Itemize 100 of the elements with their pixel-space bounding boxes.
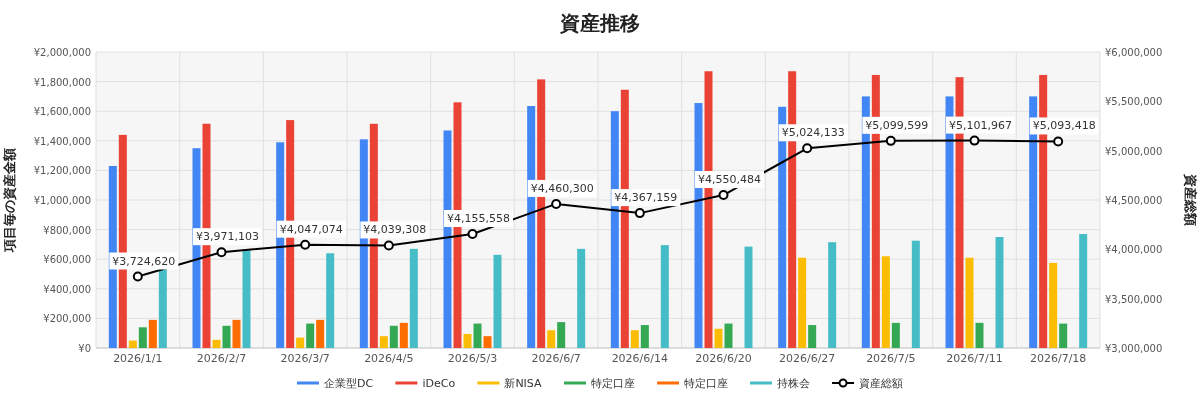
bar [1049, 262, 1058, 348]
bar [724, 323, 733, 348]
y-tick-label: ¥400,000 [43, 283, 91, 295]
data-label: ¥4,367,159 [614, 191, 678, 205]
bar [409, 248, 418, 348]
bar [1059, 323, 1068, 348]
data-label: ¥5,101,967 [949, 118, 1012, 132]
y2-tick-label: ¥3,500,000 [1105, 293, 1163, 305]
data-label: ¥4,039,308 [363, 223, 427, 237]
bar [828, 242, 837, 348]
bar [577, 248, 586, 348]
bar [379, 336, 388, 348]
y-tick-label: ¥600,000 [43, 254, 91, 266]
data-label: ¥3,971,103 [196, 230, 259, 244]
point [802, 143, 813, 154]
bar [808, 325, 817, 348]
bar [640, 325, 649, 348]
bar [326, 253, 335, 348]
legend-label: 特定口座 [591, 377, 636, 390]
point [216, 247, 227, 258]
data-label: ¥3,724,620 [112, 254, 176, 268]
x-tick-label: 2026/6/14 [611, 352, 669, 365]
x-tick-label: 2026/7/11 [946, 352, 1003, 365]
bar [630, 330, 639, 348]
bar [798, 257, 807, 348]
legend-label: 特定口座 [684, 377, 729, 390]
bar [222, 325, 231, 348]
y-tick-label: ¥0 [78, 343, 91, 354]
point [634, 208, 645, 219]
x-tick-label: 2026/7/18 [1029, 352, 1087, 365]
point [969, 135, 980, 146]
bar [975, 322, 984, 348]
x-tick-label: 2026/6/20 [695, 352, 752, 365]
y-tick-label: ¥1,200,000 [33, 165, 91, 177]
bar [242, 250, 251, 348]
bar [316, 319, 325, 348]
legend-label: 持株会 [777, 377, 811, 390]
x-tick-label: 2026/1/1 [113, 352, 163, 365]
bar [138, 327, 147, 348]
legend-label: 資産総額 [859, 377, 904, 390]
bar [212, 339, 221, 348]
point [300, 239, 311, 250]
data-label: ¥5,024,133 [781, 126, 845, 140]
data-label: ¥4,550,484 [698, 173, 761, 187]
y-tick-label: ¥800,000 [43, 224, 91, 236]
point [551, 198, 562, 209]
data-label: ¥4,047,074 [279, 222, 343, 236]
chart-title: 資産推移 [559, 11, 640, 35]
x-tick-label: 2026/6/27 [778, 352, 836, 365]
point [718, 190, 729, 201]
bar [911, 240, 920, 348]
point [132, 271, 143, 282]
legend-label: 新NISA [504, 377, 543, 390]
point [383, 240, 394, 251]
bar [399, 322, 408, 348]
bar [148, 319, 157, 348]
bar [965, 257, 974, 348]
bar [306, 323, 315, 348]
bar [296, 337, 305, 348]
data-label: ¥4,155,558 [447, 211, 510, 225]
x-tick-label: 2026/7/5 [866, 352, 916, 365]
y-tick-label: ¥1,000,000 [33, 195, 91, 206]
y2-tick-label: ¥4,500,000 [1105, 195, 1163, 206]
x-tick-label: 2026/2/7 [196, 352, 247, 365]
point [467, 228, 478, 239]
bar [995, 237, 1004, 348]
y-tick-label: ¥2,000,000 [33, 47, 91, 58]
y-tick-label: ¥1,400,000 [33, 135, 91, 147]
y2-tick-label: ¥5,500,000 [1105, 96, 1163, 108]
bar [881, 256, 890, 348]
point [1053, 136, 1064, 147]
y-tick-label: ¥1,600,000 [33, 106, 91, 118]
y2-axis-title: 資産総額 [1183, 173, 1198, 226]
bar [557, 322, 566, 348]
bar [660, 245, 669, 348]
bar [128, 340, 137, 348]
bar [158, 268, 167, 348]
y2-tick-label: ¥5,000,000 [1105, 145, 1163, 157]
bar [1079, 234, 1088, 348]
legend-label: 企業型DC [323, 377, 374, 390]
data-label: ¥4,460,300 [530, 181, 594, 195]
x-tick-label: 2026/4/5 [364, 352, 414, 365]
y-tick-label: ¥1,800,000 [33, 76, 91, 88]
y2-tick-label: ¥3,000,000 [1105, 343, 1163, 354]
bar [473, 323, 482, 348]
bar [463, 333, 472, 348]
bar [714, 328, 723, 348]
x-tick-label: 2026/5/3 [447, 352, 498, 365]
legend-label: iDeCo [422, 377, 456, 390]
bar [389, 325, 398, 348]
bar [891, 322, 900, 348]
bar [547, 330, 556, 348]
y-tick-label: ¥200,000 [43, 313, 91, 325]
y-axis-title: 項目毎の資産金額 [2, 148, 17, 253]
bar [232, 319, 241, 348]
data-label: ¥5,099,599 [865, 118, 929, 132]
bar [483, 336, 492, 348]
bar [493, 254, 502, 348]
y2-tick-label: ¥4,000,000 [1105, 244, 1163, 256]
bar [744, 246, 753, 348]
